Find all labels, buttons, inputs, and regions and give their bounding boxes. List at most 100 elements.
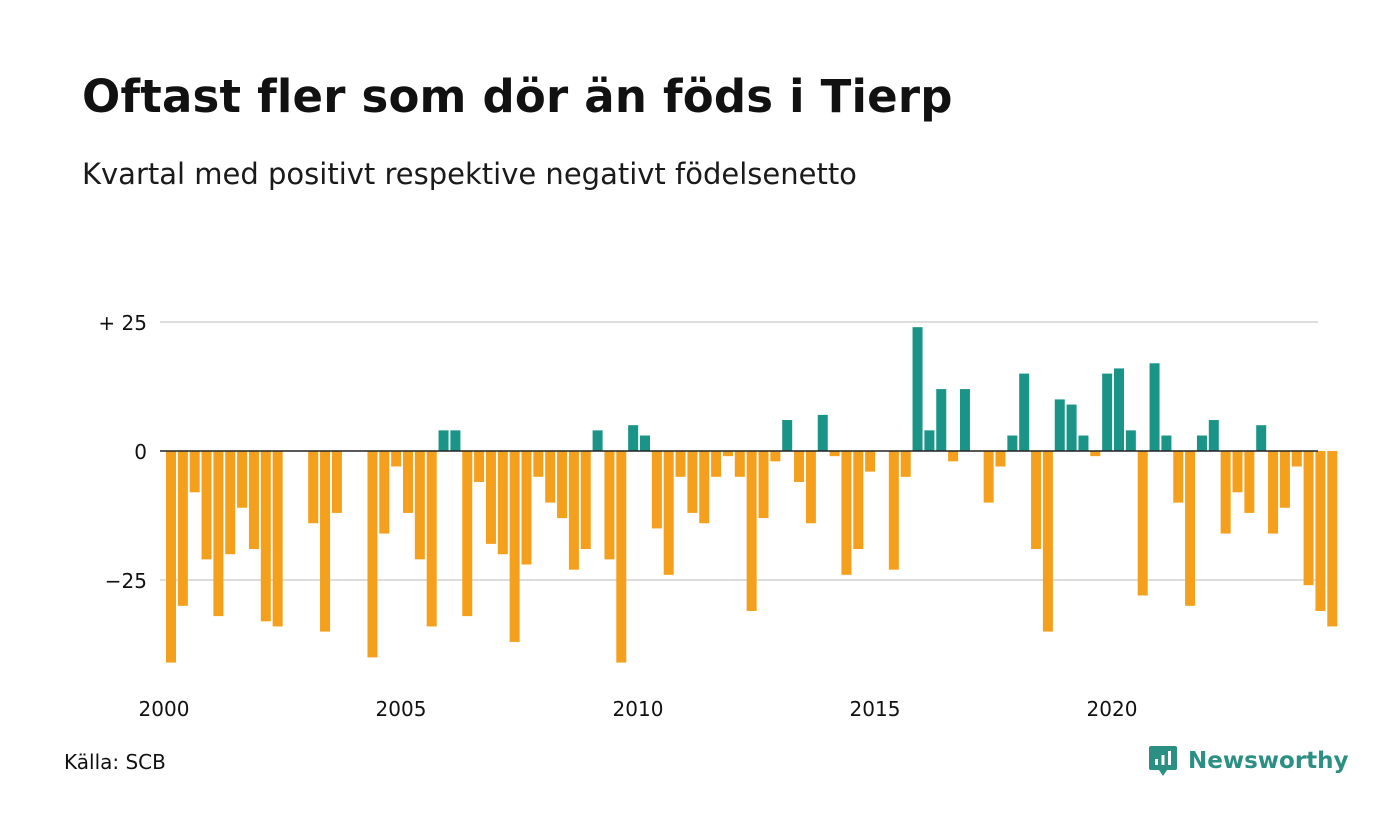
bar [1232,451,1243,493]
bar [1125,430,1136,451]
bar [497,451,508,555]
bar [794,451,805,482]
bar [237,451,248,508]
bar [1114,368,1124,451]
bar [1149,363,1160,451]
bar [225,451,236,555]
bar [462,451,473,617]
x-tick-label: 2010 [613,697,664,721]
bar [580,451,591,550]
bar [1066,404,1077,451]
bar [936,389,947,451]
bar [272,451,283,627]
bar [166,451,176,663]
bar [403,451,413,513]
bar [201,451,212,560]
bar [521,451,532,565]
x-tick-label: 2000 [139,697,190,721]
bar [888,451,899,570]
bar [805,451,816,524]
bar [758,451,769,519]
bar [616,451,627,663]
bar [687,451,698,513]
y-tick-label: + 25 [98,311,147,335]
axis-layer: + 25 0 −25 2000 2005 2010 2015 2020 [98,311,1318,721]
bar [248,451,259,550]
bar [1137,451,1148,596]
bar [865,451,876,472]
bar [545,451,556,503]
bar [959,389,970,451]
bar [1279,451,1290,508]
bar [533,451,544,477]
brand-logo[interactable]: Newsworthy [1148,744,1349,778]
bar [485,451,496,544]
bar [426,451,437,627]
bar [817,414,828,451]
chart-title: Oftast fler som dör än föds i Tierp [82,70,953,123]
bar [628,425,639,451]
bar [260,451,271,622]
bar [592,430,603,451]
bar-chart-speech-bubble-icon [1149,746,1177,776]
bar [379,451,390,534]
bar [320,451,331,632]
bar [568,451,579,570]
bar [1042,451,1053,632]
bar [414,451,425,560]
y-tick-label: −25 [105,569,147,593]
bar [1019,373,1030,451]
bar [734,451,745,477]
chart-subtitle: Kvartal med positivt respektive negativt… [82,157,857,191]
bar [640,435,650,451]
bar [1054,399,1065,451]
bar [1315,451,1326,611]
bar [675,451,686,477]
bar [829,451,840,457]
bar [391,451,402,467]
grid-layer [160,321,1318,581]
y-tick-label: 0 [134,440,147,464]
x-tick-label: 2015 [850,697,901,721]
bar [912,327,923,451]
bar [1327,451,1338,627]
bar [557,451,568,519]
bar [1256,425,1267,451]
bar [722,451,733,457]
x-tick-label: 2020 [1087,697,1138,721]
bar [1031,451,1042,550]
bar [924,430,935,451]
bar [1291,451,1302,467]
bars-layer [166,327,1338,663]
bar [450,430,461,451]
bar [1090,451,1101,457]
bar [308,451,319,524]
bar [177,451,188,606]
bar [604,451,615,560]
bar [1161,435,1172,451]
bar [663,451,674,575]
bar [1303,451,1314,586]
bar [367,451,378,658]
bar [711,451,722,477]
bar [1220,451,1231,534]
bar [948,451,959,462]
bar [509,451,520,642]
bar [331,451,342,513]
bar [189,451,200,493]
bar [213,451,224,617]
bar [474,451,485,482]
bar [983,451,994,503]
bar [651,451,662,529]
bar [782,420,793,451]
bar [995,451,1006,467]
bar [853,451,864,550]
bar [1102,373,1113,451]
bar [841,451,852,575]
bar [699,451,710,524]
bar [1208,420,1219,451]
source-note: Källa: SCB [64,750,166,774]
bar [1078,435,1089,451]
bar [770,451,781,462]
